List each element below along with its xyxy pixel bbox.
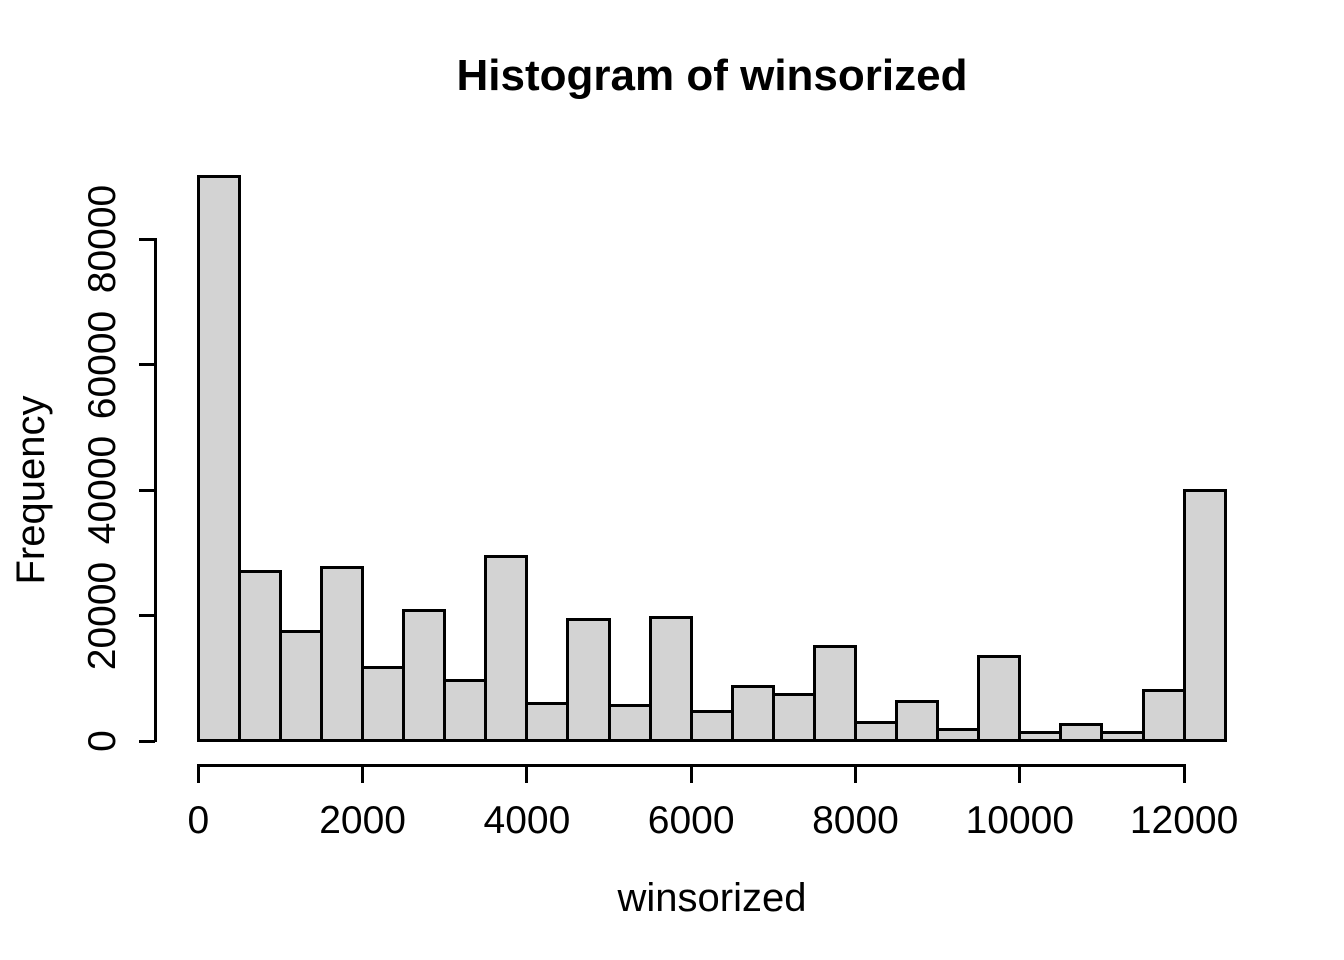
histogram-bar (812, 645, 857, 743)
histogram-bar (977, 655, 1022, 743)
x-tick (1182, 763, 1186, 783)
histogram-bar (771, 693, 816, 743)
histogram-bar (1059, 723, 1104, 743)
histogram-bar (1141, 689, 1186, 743)
x-tick (1018, 763, 1022, 783)
histogram-bar (854, 721, 899, 743)
x-tick-label: 6000 (647, 799, 735, 842)
histogram-bar (1182, 488, 1227, 743)
x-tick-label: 12000 (1129, 799, 1239, 842)
histogram-bar (402, 609, 447, 743)
y-tick (139, 739, 155, 743)
histogram-bar (895, 699, 940, 743)
y-tick (139, 488, 155, 492)
histogram-bar (730, 684, 775, 743)
histogram-bar (689, 710, 734, 743)
x-tick (361, 763, 365, 783)
histogram-bar (648, 615, 693, 743)
x-tick (689, 763, 693, 783)
histogram-bar (936, 727, 981, 743)
x-tick (525, 763, 529, 783)
histogram-bar (566, 618, 611, 743)
histogram-bar (484, 555, 529, 743)
histogram-bar (607, 704, 652, 743)
x-tick (854, 763, 857, 783)
x-tick-label: 10000 (965, 799, 1075, 842)
histogram-bar (525, 701, 570, 743)
y-tick (139, 363, 155, 367)
x-tick-label: 0 (187, 799, 210, 842)
histogram-bar (361, 665, 406, 743)
x-tick-label: 8000 (812, 799, 899, 842)
y-tick (139, 237, 155, 241)
x-tick-label: 4000 (483, 799, 571, 842)
x-tick (196, 763, 200, 783)
y-tick-label: 80000 (81, 185, 124, 294)
x-axis-label: winsorized (617, 876, 807, 920)
histogram-bar (1018, 730, 1063, 743)
histogram-bar (278, 630, 323, 743)
x-tick-label: 2000 (319, 799, 406, 842)
y-tick (139, 614, 155, 618)
y-axis-label: Frequency (9, 395, 53, 585)
chart-title: Histogram of winsorized (456, 51, 968, 100)
histogram-bar (196, 175, 241, 743)
histogram-bar (320, 565, 365, 743)
histogram-bar (1100, 730, 1145, 743)
histogram-bar (237, 570, 282, 743)
histogram-bar (443, 678, 488, 743)
y-axis-line (153, 237, 157, 743)
